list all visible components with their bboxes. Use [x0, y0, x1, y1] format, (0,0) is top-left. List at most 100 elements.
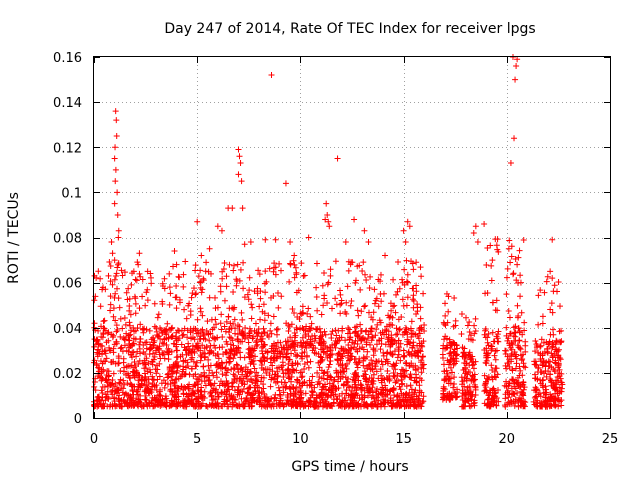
data-point: [511, 135, 518, 142]
data-point: [543, 359, 550, 366]
data-point: [287, 397, 294, 404]
data-point: [393, 331, 400, 338]
data-point: [143, 382, 150, 389]
data-point: [345, 258, 352, 265]
data-point: [227, 320, 234, 327]
data-point: [184, 359, 191, 366]
data-point: [205, 331, 212, 338]
data-point: [193, 359, 200, 366]
data-point: [252, 373, 259, 380]
data-point: [359, 268, 366, 275]
data-point: [516, 247, 523, 254]
data-point: [407, 382, 414, 389]
data-point: [467, 388, 474, 395]
data-point: [353, 359, 360, 366]
data-point: [482, 334, 489, 341]
data-point: [446, 339, 453, 346]
data-point: [495, 328, 502, 335]
y-tick-label: 0.06: [53, 277, 82, 292]
data-point: [504, 387, 511, 394]
data-point: [261, 317, 268, 324]
data-point: [171, 385, 178, 392]
data-point: [380, 349, 387, 356]
grid-lines: [94, 57, 610, 418]
data-point: [521, 319, 528, 326]
data-point: [361, 387, 368, 394]
data-point: [306, 325, 313, 332]
data-point: [93, 360, 100, 367]
data-point: [291, 274, 298, 281]
data-point: [200, 275, 207, 282]
data-point: [104, 403, 111, 410]
data-point: [509, 390, 516, 397]
data-point: [214, 304, 221, 311]
data-point: [209, 369, 216, 376]
data-point: [307, 313, 314, 320]
data-point: [505, 307, 512, 314]
data-point: [387, 395, 394, 402]
data-point: [112, 144, 119, 151]
data-point: [413, 288, 420, 295]
data-point: [252, 320, 259, 327]
data-point: [232, 330, 239, 337]
data-point: [129, 397, 136, 404]
data-point: [305, 333, 312, 340]
data-point: [241, 241, 248, 248]
data-point: [114, 264, 121, 271]
data-point: [164, 320, 171, 327]
data-point: [197, 388, 204, 395]
data-point: [538, 369, 545, 376]
data-point: [354, 348, 361, 355]
data-point: [290, 383, 297, 390]
data-point: [192, 262, 199, 269]
data-point: [220, 265, 227, 272]
data-point: [353, 277, 360, 284]
data-point: [332, 391, 339, 398]
data-point: [240, 259, 247, 266]
data-point: [442, 333, 449, 340]
data-point: [340, 382, 347, 389]
data-point: [556, 338, 563, 345]
data-point: [538, 336, 545, 343]
data-point: [270, 293, 277, 300]
data-point: [493, 402, 500, 409]
data-point: [142, 361, 149, 368]
data-point: [324, 299, 331, 306]
data-point: [296, 399, 303, 406]
data-point: [168, 373, 175, 380]
data-point: [218, 326, 225, 333]
data-point: [343, 399, 350, 406]
data-point: [394, 330, 401, 337]
data-point: [365, 239, 372, 246]
data-point: [378, 391, 385, 398]
data-point: [445, 361, 452, 368]
data-point: [288, 362, 295, 369]
data-point: [447, 356, 454, 363]
data-point: [126, 319, 133, 326]
data-point: [362, 371, 369, 378]
data-point: [231, 316, 238, 323]
data-point: [195, 273, 202, 280]
data-point: [155, 347, 162, 354]
data-point: [250, 390, 257, 397]
x-tick-label: 5: [193, 432, 201, 447]
data-point: [547, 358, 554, 365]
data-point: [508, 398, 515, 405]
data-point: [199, 342, 206, 349]
data-point: [390, 276, 397, 283]
data-point: [197, 278, 204, 285]
data-point: [325, 364, 332, 371]
data-point: [367, 341, 374, 348]
data-point: [532, 384, 539, 391]
data-point: [377, 346, 384, 353]
data-point: [161, 336, 168, 343]
data-point: [245, 385, 252, 392]
data-point: [234, 403, 241, 410]
data-point: [442, 312, 449, 319]
data-point: [244, 369, 251, 376]
data-point: [104, 379, 111, 386]
data-point: [535, 349, 542, 356]
data-point: [121, 381, 128, 388]
data-point: [219, 333, 226, 340]
data-point: [206, 367, 213, 374]
